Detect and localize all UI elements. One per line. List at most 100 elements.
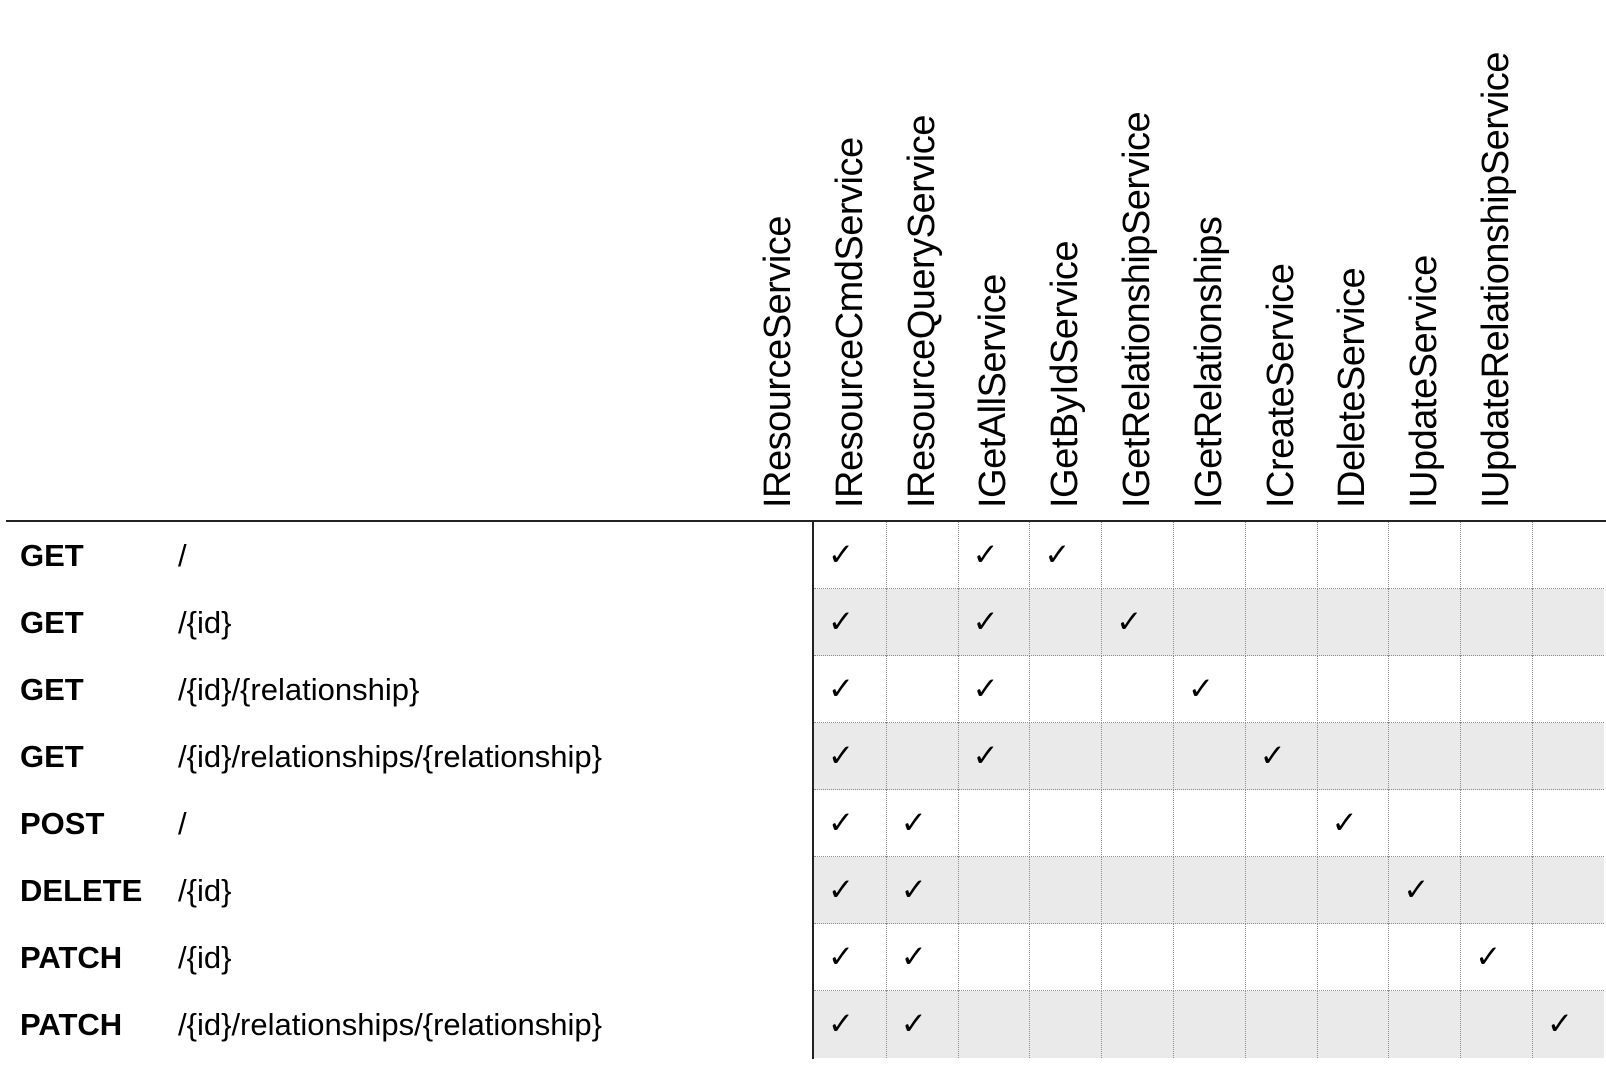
matrix-cell: ✓	[1029, 522, 1101, 589]
matrix-cell	[1316, 656, 1389, 723]
matrix-cell	[1316, 924, 1389, 991]
checkmark-icon: ✓	[972, 671, 999, 707]
http-method: GET	[20, 739, 84, 774]
matrix-cell: ✓	[1388, 857, 1460, 924]
row-divider	[814, 655, 1604, 656]
matrix-cell	[1388, 924, 1460, 991]
matrix-cell	[1244, 656, 1317, 723]
matrix-cell: ✓	[885, 790, 958, 857]
http-method: GET	[20, 605, 84, 640]
matrix-cell	[1173, 924, 1245, 991]
matrix-cell: ✓	[814, 656, 886, 723]
row-background	[814, 723, 1604, 790]
matrix-cell	[1316, 522, 1389, 589]
matrix-cell	[1029, 991, 1101, 1058]
matrix-cell	[885, 522, 958, 589]
checkmark-icon: ✓	[828, 537, 854, 573]
matrix-cell: ✓	[814, 991, 886, 1058]
checkmark-icon: ✓	[900, 805, 927, 841]
checkmark-icon: ✓	[828, 1006, 854, 1042]
matrix-cell	[1316, 589, 1389, 656]
column-header: IDeleteService	[1330, 267, 1373, 508]
checkmark-icon: ✓	[1116, 604, 1143, 640]
endpoint-path: /	[178, 538, 187, 573]
matrix-cell	[885, 723, 958, 790]
matrix-cell	[1388, 589, 1460, 656]
row-divider	[814, 990, 1604, 991]
matrix-cell	[1101, 656, 1173, 723]
matrix-cell	[885, 589, 958, 656]
matrix-cell	[1173, 790, 1245, 857]
matrix-cell: ✓	[957, 723, 1030, 790]
row-background	[814, 589, 1604, 656]
matrix-cell: ✓	[1244, 723, 1317, 790]
matrix-cell	[1244, 790, 1317, 857]
row-divider	[814, 789, 1604, 790]
checkmark-icon: ✓	[900, 939, 927, 975]
checkmark-icon: ✓	[1331, 805, 1358, 841]
checkmark-icon: ✓	[828, 738, 854, 774]
column-header: IResourceQueryService	[900, 115, 943, 508]
matrix-cell	[1532, 924, 1604, 991]
table-row: GET / ✓ ✓ ✓	[0, 522, 1606, 589]
table-row: PATCH /{id} ✓ ✓ ✓	[0, 924, 1606, 991]
matrix-cell	[1532, 723, 1604, 790]
column-header: IUpdateRelationshipService	[1474, 52, 1517, 508]
matrix-cell	[1532, 589, 1604, 656]
matrix-cell	[1173, 991, 1245, 1058]
matrix-cell	[1029, 857, 1101, 924]
matrix-cell	[1316, 991, 1389, 1058]
endpoint-path: /	[178, 806, 187, 841]
vertical-rule	[812, 521, 814, 1059]
matrix-cell	[957, 790, 1030, 857]
matrix-cell	[1532, 522, 1604, 589]
matrix-cell	[1460, 790, 1532, 857]
row-divider	[814, 923, 1604, 924]
http-method: GET	[20, 538, 84, 573]
checkmark-icon: ✓	[1403, 872, 1430, 908]
checkmark-icon: ✓	[900, 1006, 927, 1042]
matrix-cell	[1101, 790, 1173, 857]
matrix-cell	[1173, 723, 1245, 790]
column-header: IResourceCmdService	[828, 137, 871, 508]
column-header: IGetRelationshipService	[1115, 111, 1158, 508]
matrix-cell	[1244, 991, 1317, 1058]
matrix-cell: ✓	[814, 589, 886, 656]
row-background	[814, 857, 1604, 924]
checkmark-icon: ✓	[972, 537, 999, 573]
endpoint-path: /{id}/relationships/{relationship}	[178, 1007, 602, 1042]
checkmark-icon: ✓	[828, 872, 854, 908]
matrix-cell	[1316, 857, 1389, 924]
matrix-cell	[1460, 991, 1532, 1058]
header-rule	[6, 520, 1606, 522]
matrix-cell	[1388, 522, 1460, 589]
http-method: PATCH	[20, 940, 123, 975]
matrix-cell: ✓	[814, 522, 886, 589]
matrix-cell: ✓	[814, 723, 886, 790]
matrix-cell: ✓	[957, 522, 1030, 589]
http-method: POST	[20, 806, 105, 841]
matrix-cell	[1460, 656, 1532, 723]
http-method: DELETE	[20, 873, 143, 908]
column-header: IGetRelationships	[1187, 216, 1230, 508]
column-header: IUpdateService	[1402, 255, 1445, 508]
checkmark-icon: ✓	[972, 604, 999, 640]
matrix-cell	[1460, 723, 1532, 790]
matrix-cell	[1532, 857, 1604, 924]
row-background	[814, 991, 1604, 1058]
matrix-cell	[957, 924, 1030, 991]
table-row: GET /{id}/relationships/{relationship} ✓ ✓ ✓	[0, 723, 1606, 790]
checkmark-icon: ✓	[828, 671, 854, 707]
matrix-cell: ✓	[1101, 589, 1173, 656]
checkmark-icon: ✓	[900, 872, 927, 908]
matrix-cell	[1173, 857, 1245, 924]
matrix-cell: ✓	[957, 656, 1030, 723]
matrix-cell	[1101, 522, 1173, 589]
matrix-cell	[1460, 589, 1532, 656]
table-row: GET /{id}/{relationship} ✓ ✓ ✓	[0, 656, 1606, 723]
row-divider	[814, 856, 1604, 857]
matrix-cell: ✓	[885, 991, 958, 1058]
matrix-cell	[1029, 790, 1101, 857]
matrix-cell: ✓	[1460, 924, 1532, 991]
